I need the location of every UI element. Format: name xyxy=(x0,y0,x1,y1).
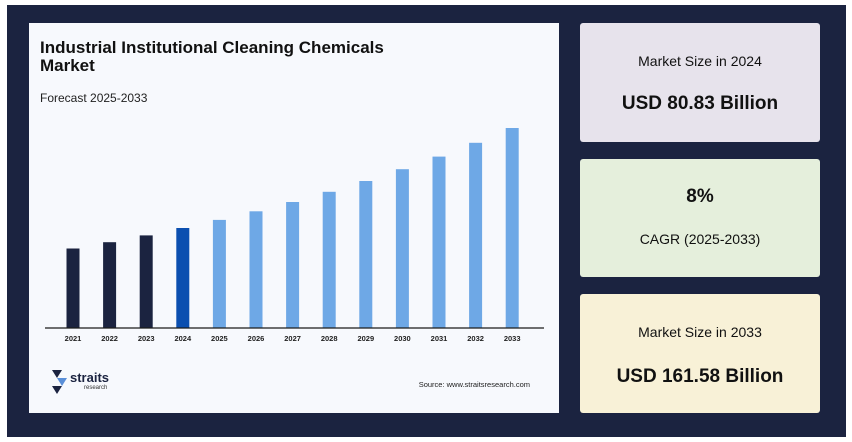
x-tick-label-2033: 2033 xyxy=(504,334,521,343)
chart-title: Industrial Institutional Cleaning Chemic… xyxy=(40,38,384,75)
x-tick-label-2024: 2024 xyxy=(174,334,192,343)
bar-chart: 2021 2022 2023 2024 2025 2026 2027 2028 2029 2030… xyxy=(45,128,544,343)
bar-2022 xyxy=(103,242,117,328)
chart-subtitle: Forecast 2025-2033 xyxy=(40,91,148,105)
straits-logo-icon xyxy=(52,370,67,394)
bar-2025 xyxy=(212,219,226,328)
bar-2024 xyxy=(176,228,190,328)
market-size-2024-label: Market Size in 2024 xyxy=(638,53,762,69)
chart-card: Industrial Institutional Cleaning Chemic… xyxy=(29,23,559,413)
x-tick-label-2025: 2025 xyxy=(211,334,228,343)
brand-tagline: research xyxy=(84,385,108,391)
x-tick-label-2030: 2030 xyxy=(394,334,411,343)
bar-2021 xyxy=(66,248,80,328)
cagr-value: 8% xyxy=(686,186,714,207)
market-size-2033-label: Market Size in 2033 xyxy=(638,324,762,340)
bar-2027 xyxy=(286,202,300,328)
bar-2032 xyxy=(469,142,483,328)
bar-2028 xyxy=(322,191,336,328)
bar-2026 xyxy=(249,211,263,328)
x-tick-label-2026: 2026 xyxy=(248,334,265,343)
bar-2023 xyxy=(139,235,153,328)
x-tick-label-2023: 2023 xyxy=(138,334,155,343)
x-tick-label-2021: 2021 xyxy=(65,334,82,343)
x-tick-label-2031: 2031 xyxy=(431,334,448,343)
cagr-label: CAGR (2025-2033) xyxy=(639,231,761,247)
bar-2030 xyxy=(395,169,409,328)
cagr-card: 8% CAGR (2025-2033) xyxy=(580,159,820,277)
x-tick-label-2028: 2028 xyxy=(321,334,338,343)
market-size-2024-card: Market Size in 2024 USD 80.83 Billion xyxy=(580,23,820,142)
market-size-2033-value: USD 161.58 Billion xyxy=(616,366,784,387)
brand-name: straits xyxy=(70,370,110,385)
bar-2031 xyxy=(432,156,446,328)
bar-2029 xyxy=(359,181,373,328)
market-size-2024-value: USD 80.83 Billion xyxy=(621,93,779,114)
bar-2033 xyxy=(505,128,519,328)
x-tick-label-2029: 2029 xyxy=(357,334,374,343)
source-note: Source: www.straitsresearch.com xyxy=(418,380,530,389)
x-tick-label-2027: 2027 xyxy=(284,334,301,343)
x-tick-label-2022: 2022 xyxy=(101,334,118,343)
x-tick-label-2032: 2032 xyxy=(467,334,484,343)
market-size-2033-card: Market Size in 2033 USD 161.58 Billion xyxy=(580,294,820,413)
straits-logo: straits research xyxy=(49,368,129,398)
